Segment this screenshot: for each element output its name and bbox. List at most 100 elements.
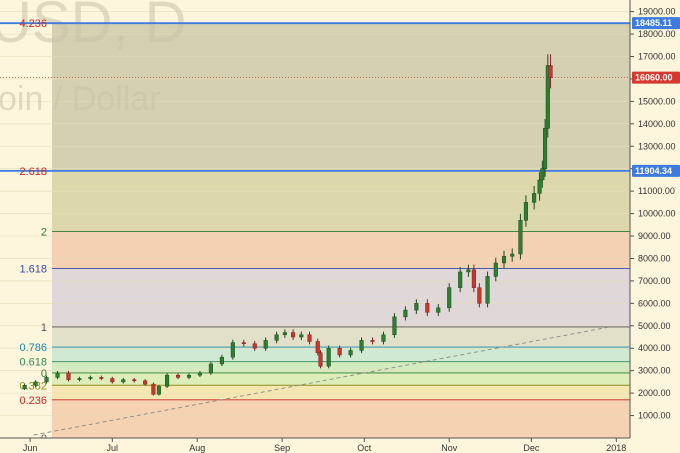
candle-body [186,374,192,378]
y-tick-label: 6000.00 [638,298,671,308]
candle-body [403,309,408,318]
candle-body [282,332,287,336]
candle-body [88,377,93,379]
y-tick-label: 8000.00 [638,253,671,263]
y-tick-label: 1000.00 [638,411,671,421]
candle-body [447,287,452,309]
candle-body [263,340,268,349]
candle-body [143,380,148,385]
fib-level-label: 0 [41,368,47,380]
fib-level-label: 2 [41,227,47,239]
candle-body [156,386,161,395]
y-tick-label: 2000.00 [638,388,671,398]
y-tick-label: 17000.00 [638,51,676,61]
y-tick-label: 11000.00 [638,186,675,196]
y-tick-label: 15000.00 [638,96,676,106]
candle-body [315,341,320,353]
price-tag [632,17,680,30]
candle-body [197,372,203,376]
x-tick-label: Nov [441,443,458,453]
y-tick-label: 9000.00 [638,231,671,241]
fib-level-label: 0.618 [19,357,47,369]
candle-body [33,381,38,386]
candle-body [208,363,213,374]
y-tick-label: 13000.00 [638,141,676,151]
x-tick-label: Jun [23,443,38,453]
candle-body [548,65,553,78]
candle-body [241,342,246,344]
candle-body [291,332,296,338]
candle-body [307,334,312,342]
candle-body [392,316,397,336]
price-tag [632,71,680,84]
candle-body [175,374,181,378]
y-tick-label: 18000.00 [638,29,676,39]
candle-body [318,352,323,367]
candle-body [501,255,507,264]
candle-body [493,262,498,277]
fib-level-label: 1 [41,322,47,334]
candle-body [370,340,375,342]
fib-band [52,372,630,386]
price-tag-label: 11904.34 [635,166,672,176]
fib-level-label: 0.786 [19,342,47,354]
x-tick-label: 2018 [606,443,626,453]
fib-level-label: 1.618 [19,264,47,276]
watermark-symbol: USD, D [0,0,187,55]
fib-band [52,326,630,348]
fib-level-label: 0.382 [19,380,47,392]
price-tag-label: 18485.11 [635,18,672,28]
fib-band [52,385,630,400]
candle-body [471,269,476,288]
candle-body [110,378,115,383]
y-tick-label: 3000.00 [638,366,671,376]
candle-body [477,287,482,304]
candle-body [219,356,224,365]
candle-body [532,193,537,203]
candle-body [77,378,82,380]
candle-body [66,372,71,380]
y-tick-label: 5000.00 [638,321,671,331]
candle-body [485,276,490,304]
price-tag [632,164,680,177]
candle-body [55,372,60,378]
x-tick-label: Dec [523,443,540,453]
x-tick-label: Sep [274,443,290,453]
candle-body [540,168,545,181]
candle-body [121,379,126,383]
y-tick-label: 14000.00 [638,119,676,129]
y-axis-panel [630,0,680,453]
candle-body [510,253,515,257]
candle-body [425,303,430,313]
candle-body [545,65,550,129]
fib-band [52,361,630,373]
candle-body [22,385,27,389]
x-tick-label: Aug [189,443,205,453]
candle-body [537,179,542,194]
candle-body [299,334,304,338]
candle-body [274,334,279,341]
y-tick-label: 10000.00 [638,209,676,219]
candle-body [99,377,104,379]
candle-body [359,340,364,351]
fib-level-label: 2.618 [19,166,47,178]
candle-body [436,307,441,313]
candle-body [543,128,548,169]
fib-band [52,231,630,269]
candle-body [466,269,471,273]
candle-body [230,342,235,358]
candle-body [44,377,49,383]
y-tick-label: 4000.00 [638,343,671,353]
candle-body [518,220,523,255]
x-axis-panel [0,438,680,453]
y-tick-label: 7000.00 [638,276,671,286]
fib-band [52,399,630,438]
candle-body [326,347,331,367]
candle-body [414,303,419,311]
fib-level-label: 0.236 [19,395,47,407]
candle-body [381,334,386,342]
candle-body [132,379,137,382]
candle-body [337,347,342,356]
